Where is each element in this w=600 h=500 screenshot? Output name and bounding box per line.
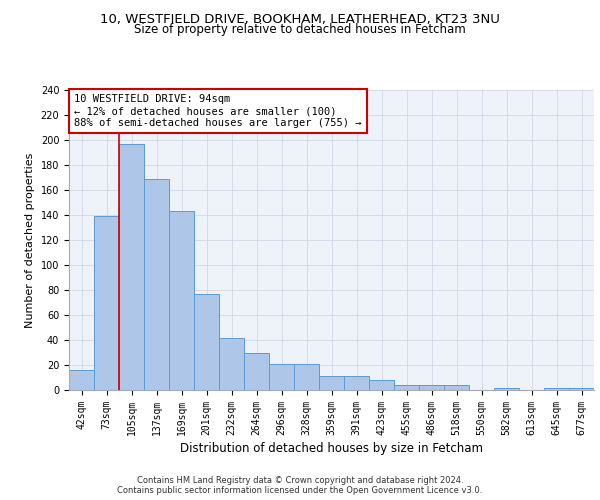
Text: Contains HM Land Registry data © Crown copyright and database right 2024.: Contains HM Land Registry data © Crown c… bbox=[137, 476, 463, 485]
Bar bbox=[319, 376, 344, 390]
Bar bbox=[444, 385, 469, 390]
Bar bbox=[494, 388, 519, 390]
Text: Contains public sector information licensed under the Open Government Licence v3: Contains public sector information licen… bbox=[118, 486, 482, 495]
Bar bbox=[219, 338, 244, 390]
Bar bbox=[569, 388, 594, 390]
Bar bbox=[94, 216, 119, 390]
Bar bbox=[244, 352, 269, 390]
Bar bbox=[294, 364, 319, 390]
Bar bbox=[169, 211, 194, 390]
Text: 10, WESTFIELD DRIVE, BOOKHAM, LEATHERHEAD, KT23 3NU: 10, WESTFIELD DRIVE, BOOKHAM, LEATHERHEA… bbox=[100, 12, 500, 26]
Bar bbox=[544, 388, 569, 390]
Bar bbox=[419, 385, 444, 390]
Bar bbox=[119, 144, 144, 390]
Y-axis label: Number of detached properties: Number of detached properties bbox=[25, 152, 35, 328]
Text: 10 WESTFIELD DRIVE: 94sqm
← 12% of detached houses are smaller (100)
88% of semi: 10 WESTFIELD DRIVE: 94sqm ← 12% of detac… bbox=[74, 94, 362, 128]
Bar bbox=[344, 376, 369, 390]
Bar bbox=[69, 370, 94, 390]
X-axis label: Distribution of detached houses by size in Fetcham: Distribution of detached houses by size … bbox=[180, 442, 483, 455]
Bar bbox=[369, 380, 394, 390]
Bar bbox=[394, 385, 419, 390]
Bar bbox=[144, 179, 169, 390]
Bar bbox=[194, 294, 219, 390]
Text: Size of property relative to detached houses in Fetcham: Size of property relative to detached ho… bbox=[134, 22, 466, 36]
Bar bbox=[269, 364, 294, 390]
